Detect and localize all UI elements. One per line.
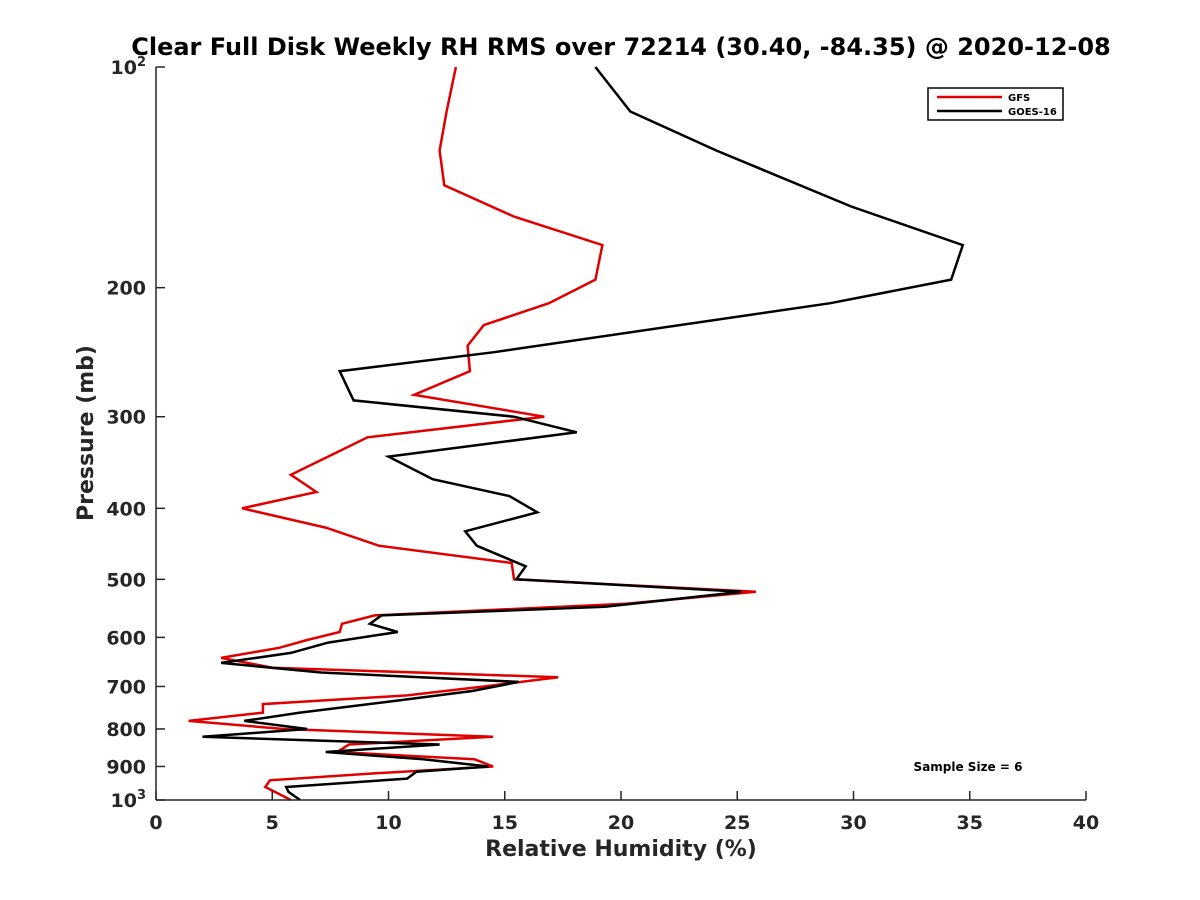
y-tick-label: 800 bbox=[106, 719, 146, 741]
series-line-goes16 bbox=[202, 66, 965, 802]
legend-label-goes16: GOES-16 bbox=[1008, 107, 1057, 118]
legend-label-gfs: GFS bbox=[1008, 93, 1030, 104]
x-tick-label: 25 bbox=[724, 812, 750, 834]
series-layer bbox=[188, 66, 965, 802]
x-tick-label: 10 bbox=[375, 812, 401, 834]
x-tick-label: 0 bbox=[149, 812, 162, 834]
y-tick-label: 500 bbox=[106, 569, 146, 591]
x-tick-label: 5 bbox=[266, 812, 279, 834]
x-tick-label: 15 bbox=[492, 812, 518, 834]
x-axis-label: Relative Humidity (%) bbox=[485, 837, 757, 862]
y-tick-label: 200 bbox=[106, 278, 146, 300]
y-tick-label: 700 bbox=[106, 676, 146, 698]
y-tick-label: 300 bbox=[106, 407, 146, 429]
chart-title: Clear Full Disk Weekly RH RMS over 72214… bbox=[131, 33, 1111, 61]
x-tick-label: 20 bbox=[608, 812, 634, 834]
legend: GFS GOES-16 bbox=[927, 87, 1064, 121]
x-tick-label: 30 bbox=[840, 812, 866, 834]
x-axis-ticks: 0 5 10 15 20 25 30 35 40 bbox=[149, 791, 1099, 834]
y-tick-label: 400 bbox=[106, 498, 146, 520]
y-tick-label: 600 bbox=[106, 627, 146, 649]
sample-size-annotation: Sample Size = 6 bbox=[914, 760, 1023, 774]
x-tick-label: 40 bbox=[1073, 812, 1099, 834]
y-axis-ticks: 200 300 400 500 600 700 800 900 102 103 bbox=[106, 55, 165, 812]
y-tick-label-power: 102 bbox=[111, 55, 147, 79]
y-tick-label-power: 103 bbox=[111, 788, 147, 812]
plot-area bbox=[156, 67, 1086, 800]
y-axis-label: Pressure (mb) bbox=[74, 345, 99, 521]
legend-box bbox=[927, 87, 1064, 121]
x-tick-label: 35 bbox=[957, 812, 983, 834]
y-tick-label: 900 bbox=[106, 756, 146, 778]
